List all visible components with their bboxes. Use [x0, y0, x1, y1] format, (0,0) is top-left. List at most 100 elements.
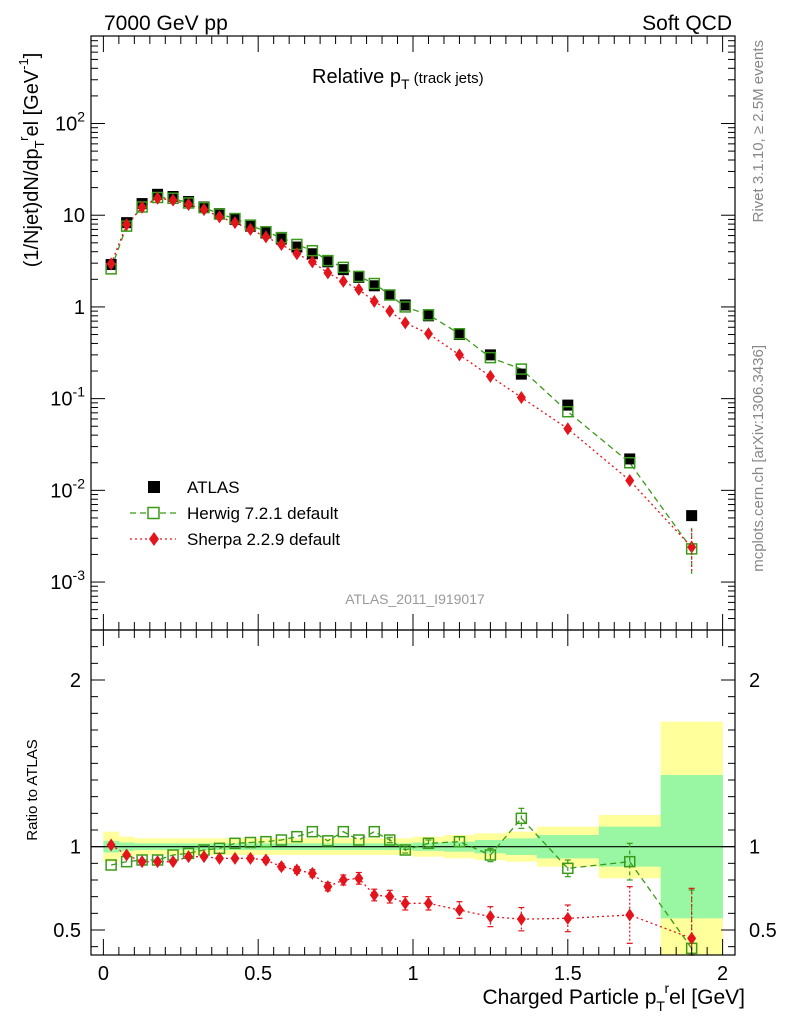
- sherpa-point: [230, 216, 240, 230]
- main-y-tick-exp: 2: [77, 109, 85, 125]
- sherpa-ratio-point: [385, 890, 395, 904]
- herwig-point: [399, 301, 412, 313]
- main-y-tick-base: 10: [50, 480, 72, 502]
- x-tick-label: 0: [98, 963, 109, 985]
- main-ylabel: (1/Njet)dN/dpTrel [GeV-1]: [16, 53, 47, 268]
- sherpa-ratio-point: [369, 888, 379, 902]
- sherpa-ratio-point: [184, 850, 194, 864]
- main-y-tick-label: 10: [63, 205, 85, 227]
- sherpa-point: [354, 282, 364, 296]
- herwig-ratio-point: [484, 849, 497, 861]
- herwig-ratio-point: [453, 835, 466, 848]
- xlabel-part: T: [656, 998, 665, 1014]
- sherpa-ratio-point: [168, 855, 178, 869]
- ratio-y-tick-label: 2: [70, 670, 81, 692]
- sherpa-point: [245, 222, 255, 236]
- sherpa-point: [400, 316, 410, 330]
- main-ylabel-part: -1: [16, 58, 31, 70]
- sherpa-ratio-point: [485, 910, 495, 924]
- main-ylabel-part: r: [16, 136, 31, 141]
- atlas-point: [484, 349, 496, 361]
- main-y-tick-label: 10-1: [50, 384, 85, 411]
- sherpa-ratio-point: [625, 908, 635, 922]
- main-y-tick-base: 10: [50, 389, 72, 411]
- sherpa-ratio-point: [106, 838, 116, 852]
- xlabel-part: el [GeV]: [669, 986, 745, 1009]
- x-tick-label: 1.5: [554, 963, 582, 985]
- sherpa-ratio-point: [199, 850, 209, 864]
- herwig-point: [623, 456, 636, 469]
- xlabel-part: Charged Particle p: [482, 986, 656, 1009]
- herwig-point: [384, 289, 396, 301]
- sherpa-point: [261, 230, 271, 244]
- herwig-ratio-point: [322, 835, 334, 847]
- sherpa-ratio-point: [687, 931, 697, 945]
- main-y-tick-label: 102: [55, 109, 85, 136]
- sherpa-point: [307, 255, 317, 269]
- sherpa-point: [199, 203, 209, 217]
- main-ylabel-part: el [GeV: [21, 69, 43, 136]
- legend-marker: [147, 506, 160, 520]
- header-left: 7000 GeV pp: [104, 12, 228, 35]
- legend-marker: [148, 481, 160, 493]
- sherpa-point: [214, 210, 224, 224]
- herwig-ratio-point: [562, 862, 574, 875]
- sherpa-point: [687, 540, 697, 554]
- main-y-tick-base: 10: [55, 114, 77, 136]
- sherpa-ratio-point: [292, 863, 302, 877]
- sherpa-point: [369, 294, 379, 308]
- main-ylabel-part: (1/Njet)dN/dp: [21, 148, 43, 267]
- sherpa-point: [168, 193, 178, 207]
- atlas-point: [384, 289, 396, 301]
- herwig-ratio-point: [515, 812, 528, 825]
- atlas-point: [624, 453, 636, 465]
- atlas-point: [399, 299, 411, 311]
- x-tick-label: 0.5: [244, 963, 272, 985]
- herwig-point: [562, 405, 574, 418]
- legend: ATLAS Herwig 7.2.1 default Sherpa 2.2.9 de…: [130, 478, 340, 549]
- sherpa-ratio-point: [338, 873, 348, 887]
- sherpa-point: [385, 304, 395, 318]
- legend-marker: [149, 532, 159, 546]
- atlas-point: [306, 248, 318, 260]
- sherpa-ratio-point: [423, 896, 433, 910]
- main-y-tick-exp: -2: [73, 475, 86, 491]
- herwig-point: [515, 363, 528, 375]
- ratio-y-tick-label-right: 1: [749, 837, 760, 859]
- sherpa-point: [485, 369, 495, 383]
- sherpa-ratio-point: [137, 855, 147, 869]
- x-tick-label: 1: [407, 963, 418, 985]
- legend-entry: ATLAS: [148, 478, 240, 497]
- legend-label: ATLAS: [187, 478, 240, 497]
- herwig-ratio-point: [244, 836, 257, 849]
- sherpa-point: [292, 247, 302, 261]
- atlas-point: [453, 329, 465, 341]
- sherpa-ratio-point: [245, 851, 255, 865]
- atlas-point: [562, 399, 574, 411]
- legend-label: Herwig 7.2.1 default: [187, 504, 338, 523]
- herwig-ratio-point: [399, 844, 412, 856]
- atlas-point: [353, 271, 365, 283]
- sherpa-point: [454, 348, 464, 362]
- ratio-y-tick-label-right: 2: [749, 670, 760, 692]
- main-ylabel-part: ]: [21, 53, 43, 59]
- herwig-ratio-point: [291, 830, 303, 843]
- side-label-top: Rivet 3.1.10, ≥ 2.5M events: [750, 40, 767, 223]
- sherpa-point: [323, 266, 333, 280]
- atlas-point: [422, 310, 434, 322]
- ratio-series-line: [110, 817, 693, 949]
- atlas-point: [368, 280, 380, 292]
- main-title-suffix: (track jets): [410, 70, 484, 87]
- sherpa-ratio-point: [230, 851, 240, 865]
- sherpa-point: [106, 257, 116, 271]
- sherpa-ratio-point: [153, 855, 163, 869]
- sherpa-ratio-point: [454, 903, 464, 917]
- sherpa-ratio-point: [122, 848, 132, 862]
- sherpa-point: [276, 237, 286, 251]
- herwig-ratio-point: [306, 825, 319, 838]
- atlas-point: [686, 510, 698, 522]
- main-y-tick-exp: -1: [73, 384, 86, 400]
- herwig-ratio-point: [384, 834, 396, 846]
- xlabel-part: r: [664, 980, 669, 996]
